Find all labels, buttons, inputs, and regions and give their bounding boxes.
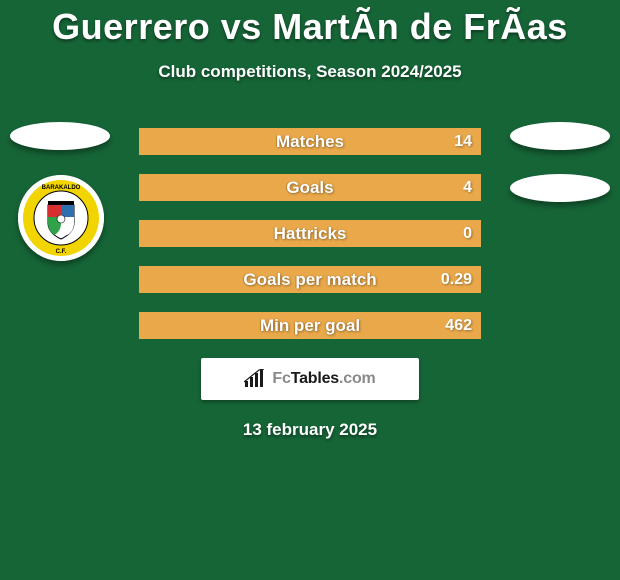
svg-text:BARAKALDO: BARAKALDO: [42, 185, 81, 191]
footer-date: 13 february 2025: [0, 420, 620, 440]
stat-row-hattricks: Hattricks 0: [139, 220, 481, 247]
stat-value: 0: [463, 225, 472, 243]
stat-label: Goals per match: [243, 270, 376, 290]
stat-label: Matches: [276, 132, 344, 152]
bar-chart-icon: [244, 369, 266, 389]
stats-list: Matches 14 Goals 4 Hattricks 0 Goals per…: [139, 128, 481, 339]
stat-value: 0.29: [441, 271, 472, 289]
stat-row-goals: Goals 4: [139, 174, 481, 201]
player-photo-placeholder-right-2: [510, 174, 610, 202]
stat-value: 14: [454, 133, 472, 151]
brand-card: FcTables.com: [201, 358, 419, 400]
player-photo-placeholder-right-1: [510, 122, 610, 150]
brand-suffix: .com: [339, 370, 376, 387]
stat-row-min-per-goal: Min per goal 462: [139, 312, 481, 339]
club-badge: BARAKALDO C.F.: [18, 175, 104, 261]
brand-prefix: Fc: [272, 370, 290, 387]
stat-value: 4: [463, 179, 472, 197]
stat-label: Hattricks: [274, 224, 347, 244]
stat-label: Min per goal: [260, 316, 360, 336]
stat-value: 462: [445, 317, 472, 335]
stat-row-goals-per-match: Goals per match 0.29: [139, 266, 481, 293]
page-title: Guerrero vs MartÃ­n de FrÃ­as: [0, 0, 620, 48]
stat-label: Goals: [286, 178, 333, 198]
stat-row-matches: Matches 14: [139, 128, 481, 155]
svg-text:C.F.: C.F.: [56, 249, 67, 255]
brand-text: FcTables.com: [272, 370, 375, 388]
page-subtitle: Club competitions, Season 2024/2025: [0, 62, 620, 82]
brand-main: Tables: [291, 370, 339, 387]
player-photo-placeholder-left: [10, 122, 110, 150]
